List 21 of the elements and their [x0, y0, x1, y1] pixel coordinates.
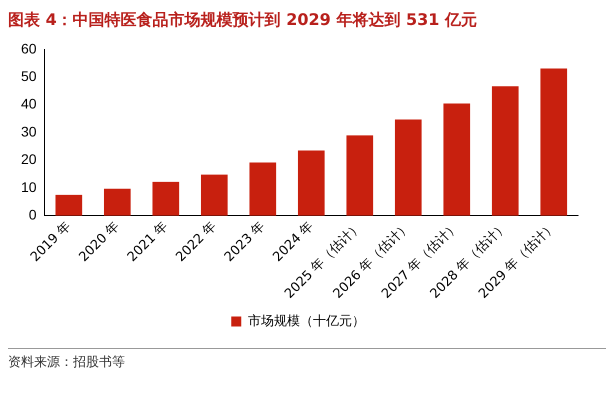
bar [152, 182, 180, 216]
y-tick-label: 30 [20, 123, 37, 140]
bar [249, 162, 276, 216]
bar [492, 86, 519, 216]
bar [104, 188, 131, 216]
chart-title: 图表 4：中国特医食品市场规模预计到 2029 年将达到 531 亿元 [8, 9, 478, 31]
y-tick-label: 10 [20, 178, 37, 195]
y-tick-label: 20 [20, 151, 37, 168]
bar [200, 174, 228, 216]
legend-label: 市场规模（十亿元） [248, 314, 365, 329]
bar [394, 120, 422, 216]
y-tick-label: 0 [28, 206, 37, 223]
bar [540, 68, 568, 216]
bar [443, 103, 470, 216]
text: 资料来源：招股书等 [8, 354, 126, 371]
bar [55, 194, 82, 216]
y-tick-label: 60 [20, 40, 37, 56]
bar [298, 150, 325, 216]
y-tick-label: 40 [20, 96, 37, 112]
y-tick-label: 50 [20, 68, 37, 84]
bar [346, 135, 374, 216]
